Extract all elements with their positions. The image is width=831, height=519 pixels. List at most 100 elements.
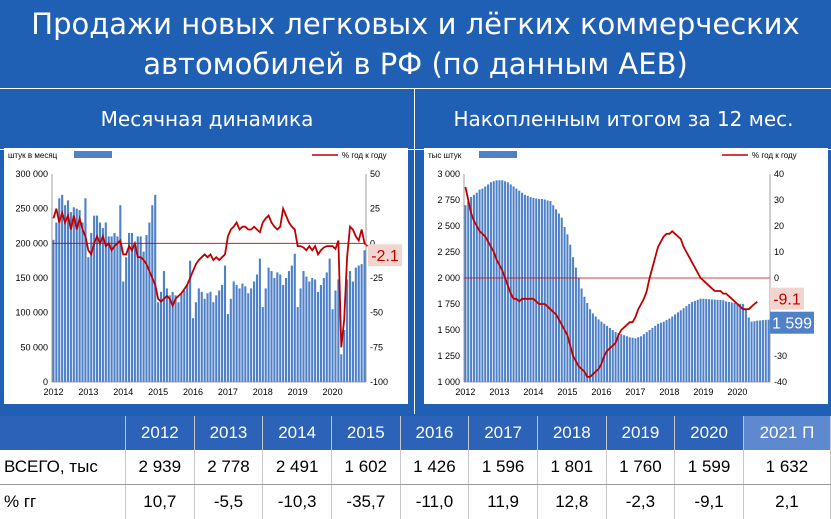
bar [714, 300, 716, 382]
bar [268, 268, 270, 382]
x-tick-label: 2016 [183, 387, 203, 397]
y-right-tick-label: 40 [774, 169, 784, 179]
year-cell: 2019 [606, 416, 675, 450]
y-left-tick-label: 100 000 [15, 308, 48, 318]
legend-bar-label: тыс штук [428, 151, 462, 160]
bar [119, 205, 121, 382]
bar [221, 285, 223, 382]
bar [320, 285, 322, 382]
bar [510, 184, 512, 382]
bar [206, 293, 208, 382]
year-cell: 2016 [400, 416, 469, 450]
bar [233, 281, 235, 382]
bar [728, 302, 730, 382]
year-cell: 2012 [126, 416, 195, 450]
bar [212, 302, 214, 382]
bar [262, 307, 264, 382]
bar [470, 197, 472, 382]
bar [157, 302, 159, 382]
bar [108, 236, 110, 382]
left-header: Месячная динамика [0, 89, 414, 149]
bar [753, 321, 755, 382]
bar [201, 292, 203, 382]
x-tick-label: 2013 [78, 387, 98, 397]
bar [566, 234, 568, 382]
bar [73, 207, 75, 382]
bar [612, 330, 614, 382]
bar [122, 281, 124, 382]
bar [291, 266, 293, 382]
bar [756, 321, 758, 382]
bar [759, 320, 761, 382]
total-cell: 2 939 [126, 450, 195, 485]
row-label: ВСЕГО, тыс [0, 450, 126, 485]
bar [241, 284, 243, 382]
bar [671, 316, 673, 382]
bar [697, 300, 699, 382]
bar [247, 293, 249, 382]
x-tick-label: 2018 [253, 387, 273, 397]
bar [694, 301, 696, 382]
total-cell: 2 778 [194, 450, 263, 485]
bar [589, 309, 591, 382]
bar [352, 281, 354, 382]
bar [79, 210, 81, 382]
bar [490, 182, 492, 382]
bar [680, 310, 682, 382]
x-tick-label: 2020 [323, 387, 343, 397]
total-cell: 1 599 [675, 450, 744, 485]
bar [270, 271, 272, 382]
bar [276, 272, 278, 382]
bar [586, 303, 588, 382]
bar [632, 338, 634, 382]
bar [84, 198, 86, 382]
y-left-tick-label: 2 000 [437, 273, 460, 283]
bar [346, 279, 348, 382]
bar [464, 205, 466, 382]
bar [113, 233, 115, 382]
bar [668, 319, 670, 382]
y-right-tick-label: -75 [370, 342, 383, 352]
bar [294, 254, 296, 382]
bar [204, 299, 206, 382]
bar [484, 186, 486, 382]
total-cell: 1 801 [537, 450, 606, 485]
x-tick-label: 2019 [288, 387, 308, 397]
bar [297, 307, 299, 382]
y-left-tick-label: 0 [43, 377, 48, 387]
y-right-tick-label: 10 [774, 247, 784, 257]
total-cell: 1 760 [606, 450, 675, 485]
y-left-tick-label: 200 000 [15, 238, 48, 248]
bar [256, 275, 258, 382]
y-left-tick-label: 150 000 [15, 273, 48, 283]
bar [151, 205, 153, 382]
y-right-tick-label: 30 [774, 195, 784, 205]
bar [617, 333, 619, 382]
bar [762, 320, 764, 382]
bar [598, 319, 600, 382]
bar [64, 205, 66, 382]
bar [160, 292, 162, 382]
bar [131, 233, 133, 382]
bar [192, 318, 194, 382]
bar [177, 302, 179, 382]
bar [186, 285, 188, 382]
bar [311, 278, 313, 382]
x-tick-label: 2019 [693, 387, 713, 397]
y-right-tick-label: -100 [370, 377, 388, 387]
bar [265, 288, 267, 382]
right-header: Накопленным итогом за 12 мес. [416, 89, 831, 149]
bar [646, 332, 648, 382]
bar [195, 302, 197, 382]
x-tick-label: 2014 [523, 387, 543, 397]
bar [363, 250, 365, 382]
bar [96, 216, 98, 382]
bar [705, 299, 707, 382]
summary-table: 2012 2013 2014 2015 2016 2017 2018 2019 … [0, 416, 831, 514]
bar [340, 354, 342, 382]
bar [288, 271, 290, 382]
bar [708, 299, 710, 382]
